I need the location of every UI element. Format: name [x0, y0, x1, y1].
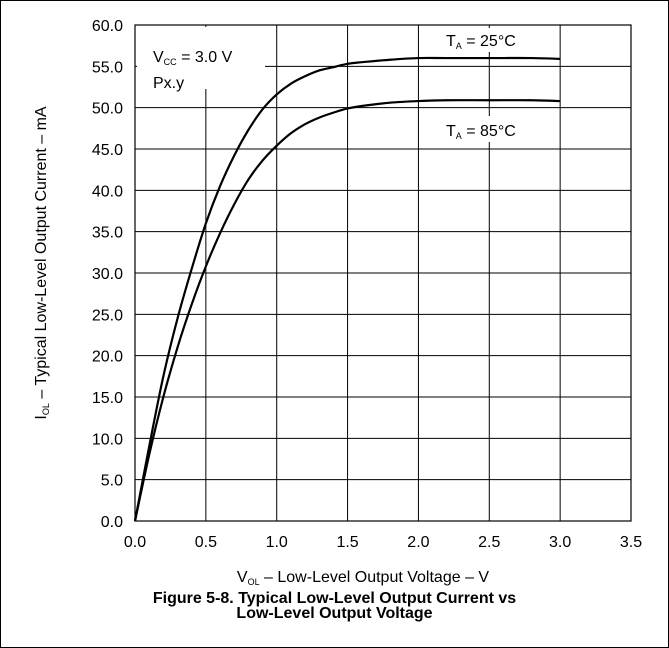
x-tick-labels: 0.0 0.5 1.0 1.5 2.0 2.5 3.0 3.5	[124, 534, 642, 551]
y-tick-label: 40.0	[92, 183, 123, 200]
x-tick-label: 2.5	[478, 534, 500, 551]
y-tick-label: 60.0	[92, 18, 123, 35]
condition-pin-label: Px.y	[153, 75, 184, 92]
y-tick-label: 45.0	[92, 142, 123, 159]
x-tick-label: 1.0	[266, 534, 288, 551]
x-tick-label: 3.0	[549, 534, 571, 551]
y-tick-label: 35.0	[92, 225, 123, 242]
plot-border	[134, 24, 632, 522]
caption-line-2: Low-Level Output Voltage	[236, 605, 433, 622]
y-tick-label: 20.0	[92, 349, 123, 366]
y-tick-labels: 0.0 5.0 10.0 15.0 20.0 25.0 30.0 35.0 40.0 45.0 50…	[92, 18, 123, 531]
condition-vcc-label: VCC = 3.0 V	[153, 49, 233, 67]
series-label-25c: TA = 25°C	[446, 33, 516, 51]
label-25-background	[440, 28, 556, 52]
x-tick-label: 0.0	[124, 534, 146, 551]
chart-svg: 0.0 5.0 10.0 15.0 20.0 25.0 30.0 35.0 40.0 45.0 50…	[33, 18, 642, 587]
series-line-85c	[133, 99, 561, 522]
x-tick-label: 1.5	[336, 534, 358, 551]
y-tick-label: 0.0	[101, 514, 123, 531]
series-label-85c: TA = 85°C	[446, 123, 516, 141]
grid-lines	[134, 24, 632, 522]
y-tick-label: 5.0	[101, 473, 123, 490]
figure-caption: Figure 5-8. Typical Low-Level Output Cur…	[0, 590, 669, 622]
y-axis-title: IOL – Typical Low-Level Output Current –…	[33, 106, 51, 420]
y-tick-label: 30.0	[92, 266, 123, 283]
x-tick-label: 0.5	[195, 534, 217, 551]
x-tick-label: 2.0	[407, 534, 429, 551]
series-lines	[133, 56, 561, 522]
caption-line-1: Figure 5-8. Typical Low-Level Output Cur…	[152, 590, 517, 607]
condition-box	[137, 27, 265, 89]
y-tick-label: 10.0	[92, 431, 123, 448]
series-line-25c	[133, 56, 561, 522]
y-tick-label: 15.0	[92, 390, 123, 407]
y-tick-label: 50.0	[92, 101, 123, 118]
y-tick-label: 25.0	[92, 307, 123, 324]
y-tick-label: 55.0	[92, 59, 123, 76]
x-tick-label: 3.5	[620, 534, 642, 551]
label-85-background	[440, 116, 556, 142]
x-axis-title: VOL – Low-Level Output Voltage – V	[237, 569, 490, 587]
